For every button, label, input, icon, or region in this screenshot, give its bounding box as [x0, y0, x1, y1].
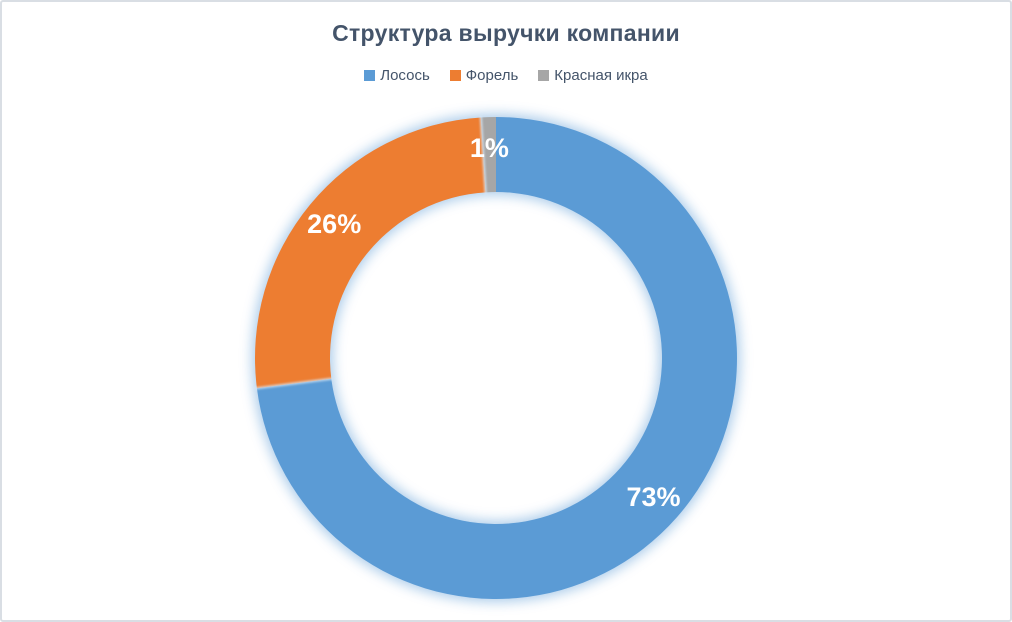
legend-item-krasnaya-ikra: Красная икра [538, 66, 648, 84]
chart-title: Структура выручки компании [332, 20, 680, 46]
slice-separator-1 [254, 377, 334, 390]
legend-item-losos: Лосось [364, 67, 430, 84]
doughnut-glow [252, 114, 740, 602]
legend-label-losos: Лосось [380, 66, 430, 84]
legend-label-krasnaya-ikra: Красная икра [554, 66, 648, 84]
legend-label-forel: Форель [465, 66, 519, 84]
doughnut-slice-1 [255, 117, 486, 389]
data-label-0: 73% [626, 482, 680, 512]
legend-swatch-krasnaya-ikra [538, 69, 550, 81]
slice-separator-2 [479, 115, 487, 195]
data-label-1: 26% [307, 209, 361, 239]
legend-swatch-forel [449, 69, 461, 81]
doughnut-slice-0 [256, 117, 737, 600]
chart-legend: Лосось Форель Красная икра [2, 65, 1010, 85]
legend-item-forel: Форель [449, 66, 519, 84]
data-label-2: 1% [470, 133, 509, 163]
legend-swatch-losos [364, 69, 376, 81]
doughnut-slice-2 [480, 117, 496, 193]
